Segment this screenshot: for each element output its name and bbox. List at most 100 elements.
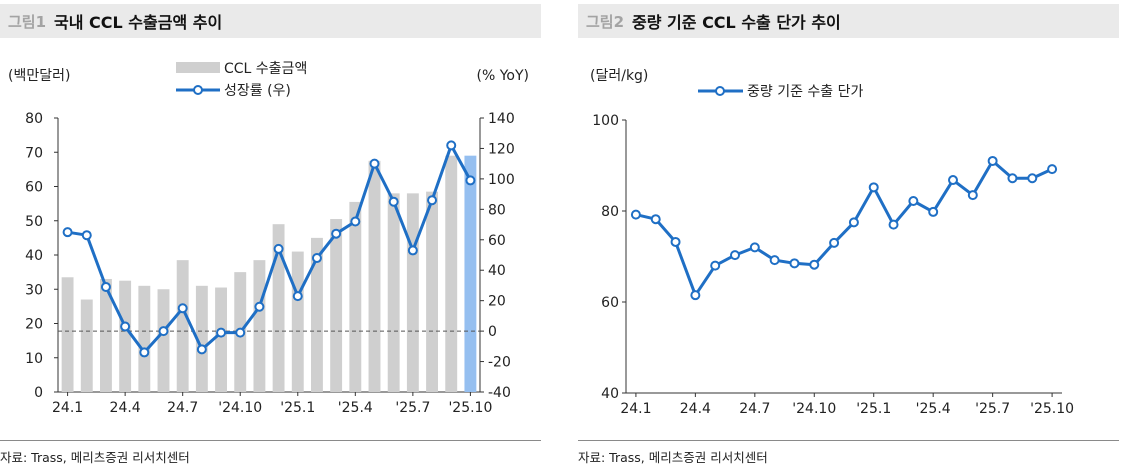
y-tick-label-left: 30	[25, 282, 43, 298]
y-tick-label-right: 140	[488, 111, 515, 127]
growth-rate-point	[235, 327, 246, 338]
bar-export-amount	[138, 285, 151, 392]
unit-price-point	[908, 195, 919, 206]
unit-price-point	[749, 242, 760, 253]
unit-price-point	[829, 237, 840, 248]
bar-export-amount	[157, 289, 170, 392]
growth-rate-point	[331, 228, 342, 239]
bar-export-amount	[406, 193, 419, 392]
bar-export-amount	[253, 260, 266, 392]
growth-rate-point	[407, 245, 418, 256]
growth-rate-point	[62, 227, 73, 238]
growth-rate-point	[369, 158, 380, 169]
y-tick-label-right: 80	[488, 202, 506, 218]
unit-price-point	[789, 258, 800, 269]
bar-export-amount	[311, 237, 323, 392]
bar-export-amount	[291, 251, 304, 392]
unit-price-point	[1047, 164, 1058, 175]
y-tick-label-right: 100	[488, 172, 515, 188]
unit-price-point	[730, 250, 740, 261]
unit-price-point	[809, 259, 820, 270]
x-tick-label: '25.10	[448, 400, 492, 416]
unit-price-point	[769, 255, 780, 266]
legend-swatch-marker	[193, 85, 203, 95]
unit-price-point	[690, 290, 701, 301]
unit-price-point	[948, 175, 958, 186]
figure-number: 그림1	[8, 12, 47, 31]
y-tick-label-left: 60	[25, 180, 43, 196]
y-tick-label-right: 40	[488, 263, 506, 279]
x-tick-label: 24.1	[52, 400, 83, 416]
bar-export-amount	[464, 155, 477, 392]
growth-rate-point	[292, 291, 303, 302]
chart-svg: 0 10 20 30 40 50 60 70 80 -40 -20 0 20 40 60 80 100 120 14…	[8, 61, 530, 416]
bar-export-amount	[387, 193, 400, 392]
x-tick-label: '24.10	[218, 400, 262, 416]
growth-rate-point	[139, 347, 150, 358]
y-axis-unit: (달러/kg)	[590, 68, 648, 84]
x-tick-label: '25.4	[338, 400, 373, 416]
growth-rate-point	[216, 327, 227, 338]
bar-export-amount	[176, 260, 189, 392]
unit-price-point	[888, 219, 899, 230]
x-tick-label: '24.10	[792, 401, 836, 417]
growth-rate-point	[311, 253, 322, 264]
y-tick-label-right: 60	[488, 233, 506, 249]
unit-price-point	[868, 182, 879, 193]
y-tick-label-right: -40	[488, 385, 511, 401]
chart-header: 그림1 국내 CCL 수출금액 추이	[0, 4, 541, 38]
unit-price-point	[670, 236, 681, 247]
legend-swatch-bar	[176, 62, 220, 73]
unit-price-point	[967, 190, 978, 201]
legend-label-line: 성장률 (우)	[224, 83, 291, 99]
bar-export-amount	[349, 201, 362, 392]
growth-rate-point	[120, 321, 131, 332]
growth-rate-point	[350, 216, 361, 227]
y-tick-label-left: 0	[34, 385, 43, 401]
bar-export-amount	[195, 285, 208, 392]
y-tick-label-left: 80	[25, 111, 43, 127]
x-tick-label: '25.1	[280, 400, 315, 416]
growth-rate-point	[254, 301, 265, 312]
chart-header: 그림2 중량 기준 CCL 수출 단가 추이	[578, 4, 1119, 38]
growth-rate-point	[427, 195, 438, 206]
bar-export-amount	[119, 280, 132, 392]
x-tick-label: '25.7	[975, 401, 1010, 417]
chart-svg: 40 60 80 100 24.1 24.4 24.7 '24.10 '25.1 '25.4 '25…	[590, 68, 1074, 417]
chart-title: 중량 기준 CCL 수출 단가 추이	[632, 13, 841, 32]
y-axis-unit-left: (백만달러)	[8, 68, 70, 84]
y-tick-label-left: 70	[25, 145, 43, 161]
growth-rate-point	[81, 230, 92, 241]
growth-rate-point	[465, 175, 476, 186]
growth-rate-line	[67, 143, 472, 354]
bar-export-amount	[100, 278, 112, 392]
bar-export-amount	[368, 160, 381, 392]
y-axis-unit-right: (% YoY)	[477, 68, 530, 84]
bar-export-amount	[426, 191, 438, 392]
legend-label: 중량 기준 수출 단가	[747, 84, 864, 100]
bar-export-amount	[61, 277, 74, 392]
growth-rate-point	[388, 196, 399, 207]
y-tick-label-right: 120	[488, 141, 515, 157]
y-tick-label: 100	[592, 113, 619, 129]
unit-price-point	[630, 209, 641, 220]
chart-title: 국내 CCL 수출금액 추이	[54, 13, 223, 32]
y-tick-label: 60	[601, 295, 619, 311]
growth-rate-point	[196, 344, 207, 355]
legend-label-bar: CCL 수출금액	[224, 61, 307, 77]
bar-export-amount	[330, 219, 343, 392]
source-note: 자료: Trass, 메리츠증권 리서치센터	[578, 440, 1119, 466]
unit-price-point	[928, 206, 939, 217]
chart-panel-unit-price: 그림2 중량 기준 CCL 수출 단가 추이 40 60 80 100 24.1 24.4…	[578, 0, 1119, 472]
unit-price-point	[1007, 173, 1018, 184]
x-tick-label: '25.4	[916, 401, 951, 417]
x-tick-label: 24.1	[620, 401, 651, 417]
growth-rate-point	[158, 326, 169, 337]
x-tick-label: 24.7	[167, 400, 198, 416]
y-tick-label-right: 0	[488, 324, 497, 340]
unit-price-point	[848, 217, 859, 228]
growth-rate-point	[177, 303, 188, 314]
y-tick-label-right: -20	[488, 355, 511, 371]
y-tick-label-left: 10	[25, 351, 43, 367]
bar-export-amount	[80, 299, 93, 392]
